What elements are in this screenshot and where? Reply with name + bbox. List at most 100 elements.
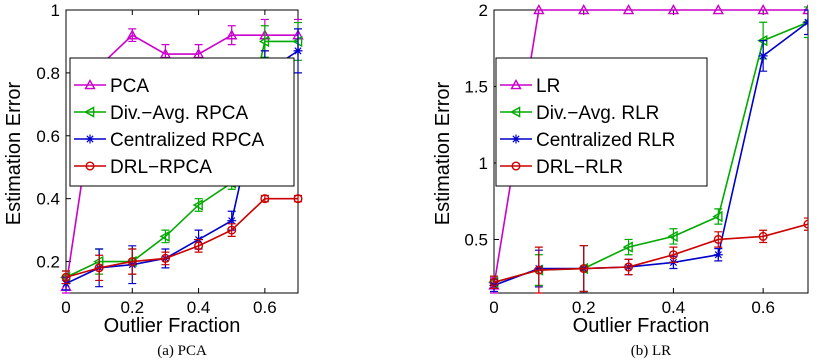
- y-tick-label: 0.2: [36, 253, 60, 272]
- x-tick-label: 0: [489, 298, 498, 317]
- y-tick-label: 0.4: [36, 190, 60, 209]
- y-tick-label: 0.6: [36, 127, 60, 146]
- data-point: [159, 230, 170, 243]
- data-point: [667, 4, 680, 15]
- legend-label: LR: [536, 76, 560, 97]
- error-bar: [804, 6, 808, 39]
- x-tick-label: 0.6: [253, 298, 277, 317]
- data-point: [260, 194, 270, 204]
- data-point: [194, 241, 204, 251]
- data-point: [579, 263, 589, 274]
- y-tick-label: 1.5: [464, 77, 488, 96]
- data-point: [713, 234, 723, 244]
- y-axis-label: Estimation Error: [3, 81, 25, 225]
- data-point: [258, 35, 270, 48]
- data-point: [712, 210, 723, 223]
- series-line: [493, 9, 808, 286]
- error-bar: [194, 198, 203, 212]
- legend-item: DRL−RPCA: [74, 157, 212, 178]
- chart-panel-1: 0 0.2 0.4 0.6 0.2 0.4 0.6 0.8 1 Outlier Fraction E…: [3, 1, 304, 359]
- data-point: [226, 29, 238, 40]
- legend-label: PCA: [110, 76, 149, 97]
- legend-marker: [510, 79, 522, 90]
- x-tick-label: 0.2: [572, 298, 596, 317]
- data-point: [758, 51, 768, 61]
- x-tick-label: 0.4: [662, 298, 686, 317]
- error-bar: [669, 228, 678, 245]
- legend-box: [69, 57, 295, 187]
- series-4: [61, 194, 303, 285]
- error-bar: [714, 231, 723, 248]
- legend-label: Div.−Avg. RLR: [536, 103, 659, 124]
- data-point: [293, 46, 303, 56]
- error-bar: [579, 244, 588, 293]
- legend-marker: [85, 134, 95, 144]
- data-point: [758, 231, 768, 241]
- data-point: [94, 263, 104, 273]
- series-line: [493, 223, 808, 284]
- legend-item: Div.−Avg. RPCA: [74, 103, 248, 124]
- legend-label: DRL−RPCA: [110, 157, 212, 178]
- data-point: [803, 17, 808, 27]
- data-point: [227, 216, 237, 226]
- legend-item: LR: [500, 76, 560, 97]
- x-axis-label: Outlier Fraction: [573, 315, 710, 337]
- legend-item: DRL−RLR: [500, 157, 623, 178]
- error-bar: [624, 238, 633, 256]
- legend-label: Div.−Avg. RPCA: [110, 103, 248, 124]
- error-bar: [804, 9, 808, 36]
- chart-panel-2: 0 0.2 0.4 0.6 0.5 1 1.5 2 Outlier Fraction Estima…: [432, 1, 809, 359]
- error-bar: [804, 217, 808, 231]
- x-tick-label: 0.4: [187, 298, 211, 317]
- data-point: [126, 29, 138, 40]
- legend: LR Div.−Avg. RLR Centralized RLR DRL−RLR: [495, 57, 708, 187]
- legend-label: Centralized RPCA: [110, 130, 264, 151]
- data-point: [489, 277, 499, 287]
- data-point: [667, 230, 678, 243]
- subfigure-caption: (a) PCA: [157, 343, 207, 359]
- legend: PCA Div.−Avg. RPCA Centralized RPCA DRL−RPC…: [69, 57, 295, 187]
- data-point: [713, 250, 723, 260]
- data-point: [622, 4, 635, 15]
- legend-marker: [511, 134, 521, 144]
- legend-marker: [510, 106, 521, 118]
- error-bar: [227, 25, 236, 46]
- legend-item: Centralized RPCA: [74, 130, 264, 151]
- data-point: [160, 253, 170, 263]
- x-tick-label: 0: [61, 298, 70, 317]
- subfigure-caption: (b) LR: [631, 343, 671, 359]
- series-line: [65, 197, 298, 279]
- legend-label: Centralized RLR: [536, 130, 675, 151]
- data-point: [533, 4, 545, 15]
- data-point: [622, 241, 633, 253]
- y-axis-label: Estimation Error: [432, 81, 454, 225]
- legend-marker: [84, 79, 96, 90]
- legend-marker: [511, 161, 521, 171]
- data-point: [757, 4, 769, 15]
- data-point: [61, 272, 71, 282]
- legend-box: [495, 57, 708, 187]
- plot-frame: [65, 9, 299, 294]
- x-axis-label: Outlier Fraction: [104, 315, 241, 337]
- legend-marker: [84, 106, 95, 118]
- error-bar: [128, 248, 137, 275]
- y-tick-label: 0.5: [464, 230, 488, 249]
- data-point: [127, 257, 137, 267]
- error-bar: [95, 254, 104, 282]
- series-line: [493, 21, 808, 287]
- error-bar: [161, 229, 170, 244]
- error-bar: [624, 258, 633, 276]
- y-tick-label: 1: [479, 154, 488, 173]
- y-tick-label: 0.8: [36, 64, 60, 83]
- data-point: [668, 250, 678, 260]
- error-bar: [534, 246, 543, 294]
- legend-item: PCA: [74, 76, 149, 97]
- error-bar: [714, 208, 723, 225]
- y-tick-label: 2: [479, 1, 488, 20]
- data-point: [293, 194, 303, 204]
- data-point: [227, 225, 237, 235]
- legend-marker: [85, 161, 95, 171]
- legend-item: Div.−Avg. RLR: [500, 103, 659, 124]
- error-bar: [669, 246, 678, 264]
